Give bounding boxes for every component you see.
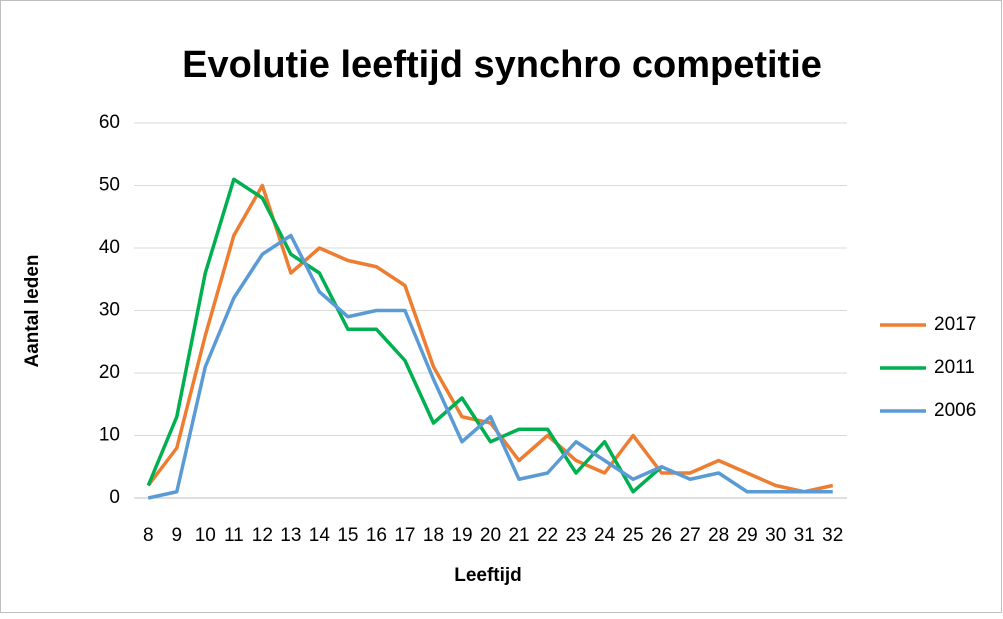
y-tick-label: 0 — [109, 487, 120, 508]
x-tick-label: 23 — [565, 525, 586, 546]
x-tick-label: 29 — [737, 525, 758, 546]
x-tick-label: 20 — [480, 525, 501, 546]
x-tick-label: 10 — [195, 525, 216, 546]
y-tick-label: 30 — [99, 300, 120, 321]
y-tick-label: 10 — [99, 425, 120, 446]
x-tick-label: 12 — [252, 525, 273, 546]
x-tick-label: 31 — [794, 525, 815, 546]
x-tick-label: 17 — [394, 525, 415, 546]
x-tick-label: 25 — [623, 525, 644, 546]
y-tick-label: 50 — [99, 175, 120, 196]
x-tick-label: 22 — [537, 525, 558, 546]
x-tick-label: 30 — [765, 525, 786, 546]
y-tick-label: 20 — [99, 362, 120, 383]
x-axis-label: Leeftijd — [454, 565, 522, 586]
x-tick-label: 18 — [423, 525, 444, 546]
y-axis-label: Aantal leden — [22, 255, 43, 368]
x-tick-label: 9 — [171, 525, 182, 546]
x-tick-label: 16 — [366, 525, 387, 546]
series-line — [147, 233, 833, 500]
x-tick-label: 32 — [822, 525, 843, 546]
x-tick-label: 11 — [224, 525, 244, 546]
x-tick-label: 21 — [508, 525, 529, 546]
x-tick-label: 24 — [594, 525, 616, 546]
legend-label: 2006 — [934, 400, 976, 421]
x-tick-label: 14 — [309, 525, 331, 546]
series-line — [146, 177, 663, 494]
x-tick-label: 15 — [337, 525, 358, 546]
y-tick-label: 40 — [99, 237, 120, 258]
y-tick-label: 60 — [99, 112, 120, 133]
legend-label: 2011 — [934, 357, 975, 378]
x-tick-label: 13 — [280, 525, 301, 546]
x-tick-label: 8 — [143, 525, 154, 546]
x-tick-label: 26 — [651, 525, 672, 546]
x-tick-label: 27 — [680, 525, 701, 546]
x-tick-label: 28 — [708, 525, 729, 546]
chart-title: Evolutie leeftijd synchro competitie — [182, 44, 822, 86]
series-line — [146, 183, 834, 494]
x-tick-label: 19 — [451, 525, 472, 546]
legend-label: 2017 — [934, 314, 976, 335]
